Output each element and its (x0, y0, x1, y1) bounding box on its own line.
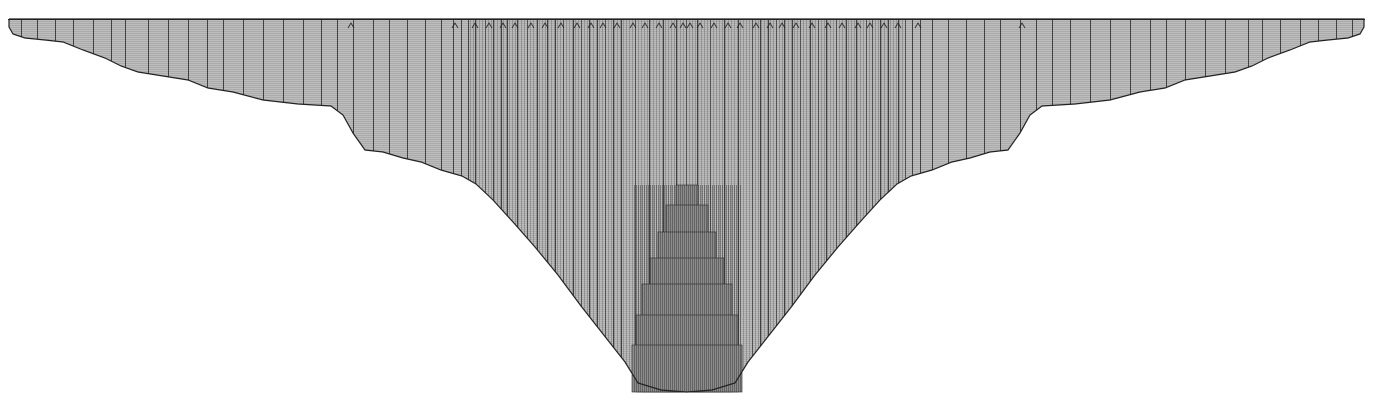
top-tick-mark (724, 22, 732, 29)
top-tick-mark (641, 22, 649, 29)
top-tick-mark (778, 22, 786, 29)
top-tick-mark (894, 22, 902, 29)
top-tick-mark (511, 22, 519, 29)
top-tick-mark (669, 22, 677, 29)
top-tick-mark (613, 22, 621, 29)
top-tick-mark (686, 22, 694, 29)
top-tick-mark (710, 22, 718, 29)
top-tick-mark (527, 22, 535, 29)
top-tick-mark (679, 22, 687, 29)
top-tick-mark (471, 22, 479, 29)
top-tick-mark (541, 22, 549, 29)
top-tick-mark (736, 22, 744, 29)
top-tick-mark (629, 22, 637, 29)
top-tick-mark (587, 22, 595, 29)
top-tick-mark (792, 22, 800, 29)
top-tick-mark (696, 22, 704, 29)
top-tick-mark (824, 22, 832, 29)
top-tick-mark (838, 22, 846, 29)
top-tick-mark (808, 22, 816, 29)
top-tick-mark (347, 22, 355, 29)
top-tick-mark (914, 22, 922, 29)
top-tick-mark (854, 22, 862, 29)
top-tick-mark (866, 22, 874, 29)
figure-outline (8, 18, 1365, 393)
top-tick-mark (557, 22, 565, 29)
top-tick-mark (573, 22, 581, 29)
top-tick-mark (655, 22, 663, 29)
top-tick-mark (1018, 22, 1026, 29)
top-tick-mark (499, 22, 507, 29)
top-tick-mark (599, 22, 607, 29)
top-edge-ticks (8, 19, 1365, 29)
top-tick-mark (485, 22, 493, 29)
top-tick-mark (451, 22, 459, 29)
top-tick-mark (752, 22, 760, 29)
top-tick-mark (766, 22, 774, 29)
top-tick-mark (880, 22, 888, 29)
